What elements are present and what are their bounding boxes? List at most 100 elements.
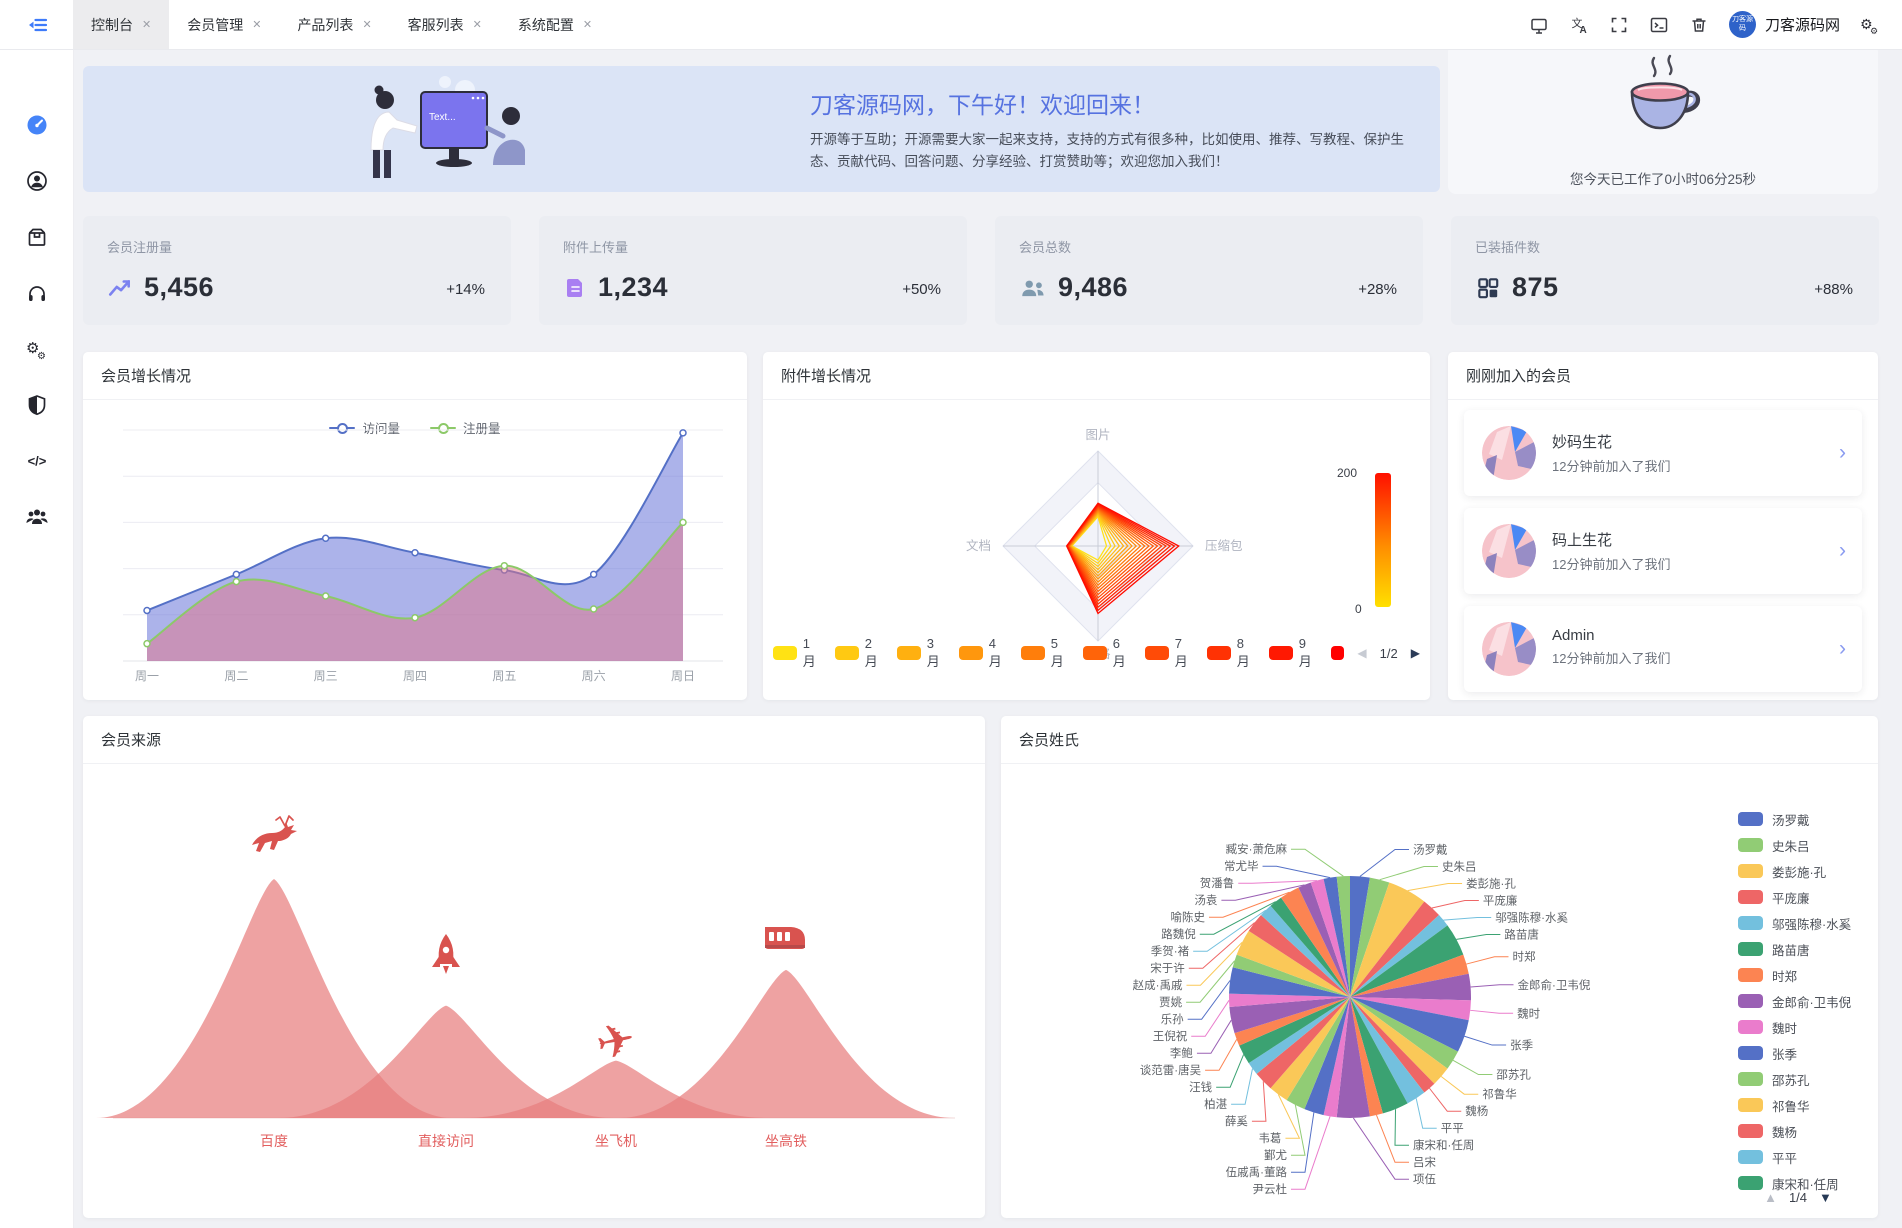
pie-callout-label: 祁鲁华 — [1482, 1087, 1517, 1101]
radar-legend-item[interactable]: 5月 — [1021, 636, 1070, 670]
pie-legend-item[interactable]: 平平 — [1738, 1150, 1851, 1166]
sidebar-item-product[interactable] — [0, 217, 73, 257]
sidebar-toggle-button[interactable] — [0, 0, 73, 49]
panel-title: 会员来源 — [83, 716, 985, 764]
welcome-title: 刀客源码网，下午好！欢迎回来！ — [810, 92, 1155, 118]
tab-close-icon[interactable]: ✕ — [472, 19, 482, 31]
member-card[interactable]: Admin 12分钟前加入了我们 › — [1464, 606, 1862, 692]
stat-delta: +88% — [1814, 281, 1853, 298]
stat-card-plugins: 已装插件数 875 +88% — [1451, 216, 1879, 325]
radar-legend-item[interactable]: 3月 — [897, 636, 946, 670]
code-icon: </> — [27, 454, 46, 469]
rocket-icon — [432, 934, 460, 974]
pie-legend-item[interactable]: 邵苏孔 — [1738, 1072, 1851, 1088]
legend-page-up-icon[interactable]: ▲ — [1764, 1190, 1777, 1205]
panel-title: 附件增长情况 — [763, 352, 1430, 400]
sidebar-item-member[interactable] — [0, 161, 73, 201]
pie-slice — [1350, 882, 1425, 997]
sidebar-item-developer[interactable]: </> — [0, 441, 73, 481]
source-category-label: 直接访问 — [418, 1133, 474, 1149]
pie-callout-label: 汤罗戴 — [1413, 843, 1448, 857]
pie-legend-item[interactable]: 路苗唐 — [1738, 942, 1851, 958]
settings-gears-icon[interactable]: ⚙ ⚙ — [1852, 7, 1888, 43]
legend-prev-icon[interactable]: ◀ — [1357, 646, 1367, 660]
pie-legend-item[interactable]: 祁鲁华 — [1738, 1098, 1851, 1114]
pie-slice — [1229, 997, 1350, 1034]
x-axis-label: 周日 — [671, 669, 695, 683]
tab-close-icon[interactable]: ✕ — [362, 19, 372, 31]
pie-legend-item[interactable]: 金郎俞·卫韦倪 — [1738, 994, 1851, 1010]
sidebar-item-security[interactable] — [0, 385, 73, 425]
member-card[interactable]: 码上生花 12分钟前加入了我们 › — [1464, 508, 1862, 594]
pie-legend-item[interactable]: 平庞廉 — [1738, 890, 1851, 906]
radar-legend-item[interactable]: 6月 — [1083, 636, 1132, 670]
pie-legend-item[interactable]: 时郑 — [1738, 968, 1851, 984]
chevron-right-icon[interactable]: › — [1839, 441, 1846, 464]
sidebar-item-dashboard[interactable] — [0, 105, 73, 145]
pie-legend: 汤罗戴史朱吕娄彭施·孔平庞廉邬强陈穆·水奚路苗唐时郑金郎俞·卫韦倪 魏时张季邵苏孔… — [1738, 812, 1852, 1192]
tab-1[interactable]: 控制台 ✕ — [73, 0, 170, 49]
tab-2[interactable]: 会员管理 ✕ — [169, 0, 279, 49]
pie-legend-item[interactable]: 史朱吕 — [1738, 838, 1851, 854]
chevron-right-icon[interactable]: › — [1839, 637, 1846, 660]
pie-slice — [1248, 915, 1350, 997]
pie-legend-item[interactable]: 魏杨 — [1738, 1124, 1851, 1140]
translate-icon[interactable]: 文 A — [1561, 7, 1597, 43]
pie-slice — [1270, 997, 1350, 1101]
user-brand[interactable]: 刀客源码 刀客源码网 — [1728, 11, 1840, 38]
radar-indicator-label: 图片 — [1085, 428, 1110, 442]
sidebar-collapse-icon — [28, 18, 47, 31]
fullscreen-icon[interactable] — [1601, 7, 1637, 43]
svg-text:⚙: ⚙ — [1870, 26, 1878, 36]
pie-slice — [1350, 997, 1408, 1114]
radar-legend-item[interactable]: 2月 — [835, 636, 884, 670]
sidebar: ⚙ ⚙ </> — [0, 49, 74, 1228]
pie-legend-item[interactable]: 康宋和·任周 — [1738, 1176, 1851, 1192]
visualmap-max-label: 200 — [1337, 466, 1358, 480]
monitor-icon[interactable] — [1521, 7, 1557, 43]
tab-5[interactable]: 系统配置 ✕ — [500, 0, 610, 49]
tab-close-icon[interactable]: ✕ — [252, 19, 262, 31]
legend-next-icon[interactable]: ▶ — [1410, 646, 1420, 660]
tab-close-icon[interactable]: ✕ — [582, 19, 593, 31]
pie-legend-item[interactable]: 魏时 — [1738, 1020, 1851, 1036]
pie-legend-item[interactable]: 娄彭施·孔 — [1738, 864, 1851, 880]
trash-icon[interactable] — [1681, 7, 1717, 43]
pie-callout-label: 臧安·萧危麻 — [1226, 842, 1288, 856]
chevron-right-icon[interactable]: › — [1839, 539, 1846, 562]
pie-legend-item[interactable]: 邬强陈穆·水奚 — [1738, 916, 1852, 932]
welcome-message: 开源等于互助；开源需要大家一起来支持，支持的方式有很多种，比如使用、推荐、写教程… — [810, 132, 1404, 169]
pie-callout-label: 张季 — [1510, 1039, 1533, 1052]
pie-callout-label: 乐孙 — [1161, 1013, 1184, 1026]
pie-callout-label: 王倪祝 — [1153, 1029, 1188, 1043]
stat-card-registrations: 会员注册量 5,456 +14% — [83, 216, 511, 325]
pie-legend-item[interactable]: 汤罗戴 — [1738, 812, 1851, 828]
month-label: 7月 — [1174, 636, 1188, 669]
legend-item[interactable]: 访问量 — [329, 418, 400, 437]
tab-4[interactable]: 客服列表 ✕ — [390, 0, 500, 49]
surname-label: 邬强陈穆·水奚 — [1772, 917, 1852, 932]
radar-legend-item[interactable]: 8月 — [1207, 636, 1256, 670]
pie-slice — [1350, 997, 1458, 1069]
trend-chart-icon — [108, 279, 130, 296]
pie-callout-label: 金郎俞·卫韦倪 — [1518, 978, 1591, 992]
radar-legend-item[interactable]: 9月 — [1269, 636, 1318, 670]
radar-legend-item[interactable]: 7月 — [1145, 636, 1194, 670]
sidebar-item-team[interactable] — [0, 497, 73, 537]
tab-close-icon[interactable]: ✕ — [142, 19, 152, 31]
svg-text:✈: ✈ — [591, 1012, 640, 1071]
sidebar-item-system[interactable]: ⚙ ⚙ — [0, 329, 73, 369]
legend-item[interactable]: 注册量 — [430, 418, 501, 437]
member-card[interactable]: 妙码生花 12分钟前加入了我们 › — [1464, 410, 1862, 496]
month-swatch — [1083, 646, 1107, 660]
legend-page-down-icon[interactable]: ▼ — [1819, 1190, 1832, 1205]
terminal-icon[interactable] — [1641, 7, 1677, 43]
radar-legend-item[interactable]: 1月 — [773, 636, 822, 670]
surname-swatch — [1738, 1124, 1763, 1138]
pie-callout-label: 邬强陈穆·水奚 — [1495, 911, 1568, 925]
tab-3[interactable]: 产品列表 ✕ — [279, 0, 389, 49]
radar-legend-item[interactable]: 4月 — [959, 636, 1008, 670]
pie-legend-item[interactable]: 张季 — [1738, 1046, 1851, 1062]
member-growth-chart: 周一 周二 周三 周四 周五 周六 周日 — [123, 429, 723, 683]
sidebar-item-service[interactable] — [0, 273, 73, 313]
